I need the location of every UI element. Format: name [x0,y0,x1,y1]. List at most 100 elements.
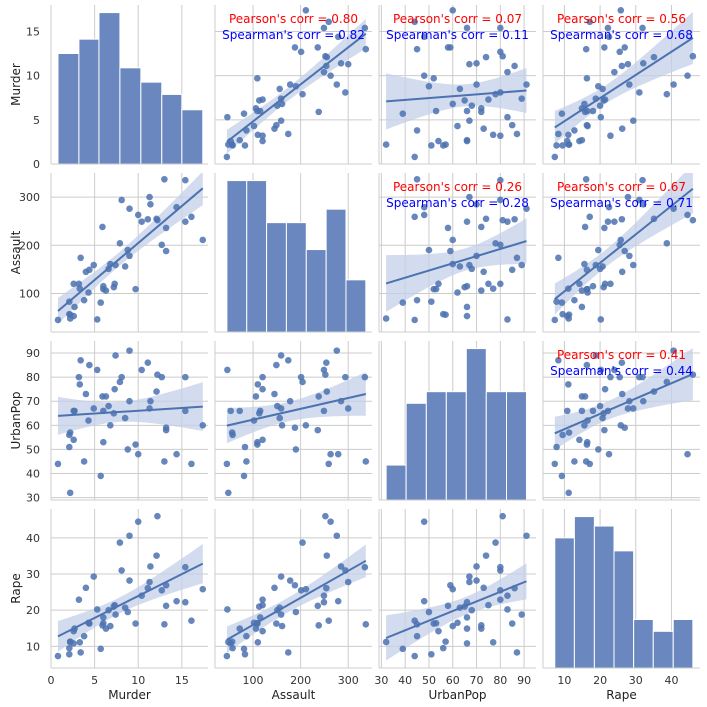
scatter-point [442,638,449,645]
scatter-point [82,268,90,276]
histogram-bar [226,180,248,332]
scatter-point [482,53,490,61]
scatter-point [271,125,278,132]
scatter-point [597,366,605,374]
scatter-point [382,141,390,148]
scatter-point [447,247,454,255]
scatter-point [463,303,471,311]
histogram-bar [140,81,163,164]
scatter-point [466,60,473,68]
scatter-point [605,33,613,41]
scatter-point [259,132,266,140]
scatter-point [473,563,480,570]
scatter-point [618,390,626,398]
scatter-point [513,649,521,656]
scatter-point [473,81,480,88]
scatter-point [420,33,428,41]
scatter-point [639,373,646,381]
x-tick-label: 15 [175,674,189,687]
scatter-point [599,85,606,93]
regression-line [226,392,367,427]
scatter-point [162,602,170,610]
regression-line [554,187,694,300]
scatter-point [636,89,643,96]
scatter-point [70,280,77,288]
scatter-point [599,414,606,422]
scatter-point [463,137,471,145]
spearman-corr-label: Spearman's corr = 0.71 [550,196,693,210]
scatter-point [518,95,526,102]
panel-rape-vs-rape [542,509,700,669]
x-tick-label: 40 [398,674,412,687]
scatter-point [513,130,521,138]
scatter-point [482,215,490,223]
scatter-point [663,240,671,247]
scatter-point [578,136,586,144]
y-tick-label: 10 [26,70,40,83]
scatter-point [271,584,278,592]
scatter-point [116,240,124,247]
scatter-point [314,602,322,610]
scatter-point [449,7,457,14]
scatter-point [277,352,285,359]
scatter-point [617,7,625,14]
scatter-point [565,489,572,497]
histogram-bar [485,391,508,500]
scatter-point [126,205,133,212]
x-tick-label: 90 [517,674,531,687]
x-tick-label: 10 [131,674,145,687]
scatter-point [589,407,597,415]
scatter-point [582,458,590,465]
scatter-point [82,390,90,398]
scatter-point [259,627,266,635]
panel-content [554,516,694,668]
panel-assault-vs-assault [214,173,372,333]
scatter-point [589,282,597,290]
scatter-point [432,107,440,115]
scatter-point [97,299,105,306]
scatter-point [599,263,606,270]
scatter-point [411,18,418,26]
panel-content [57,12,204,164]
scatter-point [323,388,331,395]
scatter-point [173,597,180,605]
scatter-point [153,388,160,395]
panel-content [385,348,527,500]
scatter-point [497,241,504,249]
scatter-point [320,68,328,76]
histogram-bar [672,618,694,668]
panel-rape-vs-murder [50,509,208,669]
scatter-point [322,371,329,379]
scatter-point [100,438,107,446]
scatter-point [134,211,142,219]
scatter-point [477,105,485,112]
scatter-point [604,218,612,225]
spearman-corr-label: Spearman's corr = 0.68 [550,28,693,42]
regression-line [554,373,694,435]
scatter-point [463,218,471,225]
regression-line [57,187,204,312]
regression-line [386,89,527,103]
scatter-point [639,201,647,208]
scatter-point [399,645,407,653]
scatter-point [553,443,560,451]
scatter-point [144,215,152,223]
scatter-point [420,72,428,79]
scatter-point [581,422,588,429]
scatter-point [504,113,511,121]
scatter-point [278,622,286,630]
scatter-point [624,405,632,412]
x-tick-label: 10 [557,674,571,687]
scatter-point [551,153,559,161]
regression-line [385,240,527,285]
scatter-point [161,175,168,183]
scatter-point [66,489,74,497]
scatter-point [463,24,471,32]
scatter-point [435,137,442,145]
scatter-point [240,472,248,480]
histogram-bar [385,464,407,500]
scatter-point [224,366,231,374]
scatter-point [325,18,333,26]
scatter-point [277,573,285,580]
scatter-point [132,441,139,448]
